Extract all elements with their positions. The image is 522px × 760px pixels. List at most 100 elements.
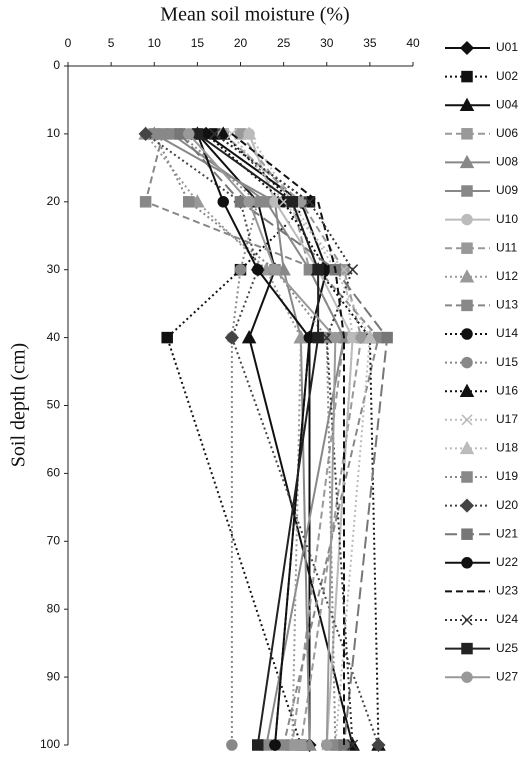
x-tick-label: 20 xyxy=(234,36,248,50)
legend-label: U23 xyxy=(496,584,518,598)
marker xyxy=(461,528,473,540)
marker xyxy=(459,498,475,513)
marker xyxy=(217,196,229,208)
marker xyxy=(241,330,257,344)
marker xyxy=(459,40,475,56)
series-line xyxy=(231,133,354,746)
marker xyxy=(461,471,473,483)
legend-label: U04 xyxy=(496,97,518,111)
series-line xyxy=(153,133,311,746)
x-tick-label: 15 xyxy=(191,36,205,50)
marker xyxy=(321,739,333,751)
legend-label: U01 xyxy=(496,40,518,54)
legend-label: U22 xyxy=(496,555,518,569)
legend-label: U25 xyxy=(496,641,518,655)
x-tick-label: 0 xyxy=(65,36,72,50)
marker xyxy=(461,614,473,626)
legend-label: U24 xyxy=(496,612,518,626)
y-tick-label: 40 xyxy=(47,330,61,344)
marker xyxy=(183,128,195,140)
marker xyxy=(312,331,324,344)
marker xyxy=(461,642,473,655)
series-line xyxy=(214,133,354,746)
marker xyxy=(461,242,473,254)
marker xyxy=(215,126,231,140)
marker xyxy=(371,737,386,753)
x-tick-label: 10 xyxy=(148,36,162,50)
marker xyxy=(461,671,473,683)
y-tick-label: 20 xyxy=(47,194,61,208)
y-tick-label: 60 xyxy=(47,466,61,480)
marker xyxy=(224,330,239,345)
y-axis-label: Soil depth (cm) xyxy=(8,343,30,467)
legend-label: U21 xyxy=(496,526,518,540)
series-line xyxy=(188,133,337,746)
y-tick-label: 50 xyxy=(47,398,61,412)
marker xyxy=(252,739,264,751)
marker xyxy=(347,264,359,276)
series-line xyxy=(222,133,363,746)
y-tick-label: 30 xyxy=(47,262,61,276)
marker xyxy=(461,213,473,226)
marker xyxy=(303,196,316,208)
x-tick-label: 40 xyxy=(406,36,420,50)
marker xyxy=(209,128,221,140)
y-tick-label: 80 xyxy=(47,601,61,615)
legend-label: U19 xyxy=(496,469,518,483)
marker xyxy=(461,185,473,197)
legend-label: U27 xyxy=(496,669,518,683)
marker xyxy=(459,440,475,455)
marker xyxy=(461,328,473,340)
x-axis-label: Mean soil moisture (%) xyxy=(160,4,349,26)
y-tick-label: 100 xyxy=(40,737,60,751)
marker xyxy=(347,332,359,344)
legend-label: U16 xyxy=(496,383,518,397)
marker xyxy=(161,331,173,344)
x-tick-label: 30 xyxy=(320,36,334,50)
marker xyxy=(461,128,473,140)
legend-label: U20 xyxy=(496,498,518,512)
legend-label: U11 xyxy=(496,240,517,254)
marker xyxy=(252,263,264,276)
marker xyxy=(286,196,298,208)
series-line xyxy=(144,133,302,746)
marker xyxy=(461,70,473,83)
marker xyxy=(243,196,255,208)
legend-label: U18 xyxy=(496,441,518,455)
y-tick-label: 10 xyxy=(47,126,61,140)
marker xyxy=(226,739,238,751)
marker xyxy=(459,154,475,169)
marker xyxy=(139,196,152,208)
marker xyxy=(234,263,247,276)
marker xyxy=(381,331,393,344)
legend-label: U13 xyxy=(496,298,518,312)
series-line xyxy=(205,133,328,745)
x-tick-label: 25 xyxy=(277,36,291,50)
marker xyxy=(183,196,195,208)
series-line xyxy=(231,133,345,745)
marker xyxy=(459,97,475,111)
series-line xyxy=(166,133,312,746)
y-tick-label: 70 xyxy=(47,533,61,547)
series-line xyxy=(196,133,311,746)
marker xyxy=(461,557,473,569)
legend-label: U14 xyxy=(496,326,518,340)
marker xyxy=(269,263,281,276)
marker xyxy=(461,299,473,312)
marker xyxy=(461,414,473,426)
x-tick-label: 35 xyxy=(363,36,377,50)
marker xyxy=(241,126,257,140)
legend-label: U09 xyxy=(496,183,518,197)
marker xyxy=(138,126,153,141)
marker xyxy=(269,739,281,751)
marker xyxy=(459,383,475,397)
legend-label: U02 xyxy=(496,69,518,83)
marker xyxy=(312,263,324,276)
marker xyxy=(347,739,359,751)
y-tick-label: 90 xyxy=(47,669,61,683)
marker xyxy=(459,269,475,283)
legend-label: U15 xyxy=(496,355,518,369)
marker xyxy=(329,331,342,344)
legend-label: U06 xyxy=(496,126,518,140)
